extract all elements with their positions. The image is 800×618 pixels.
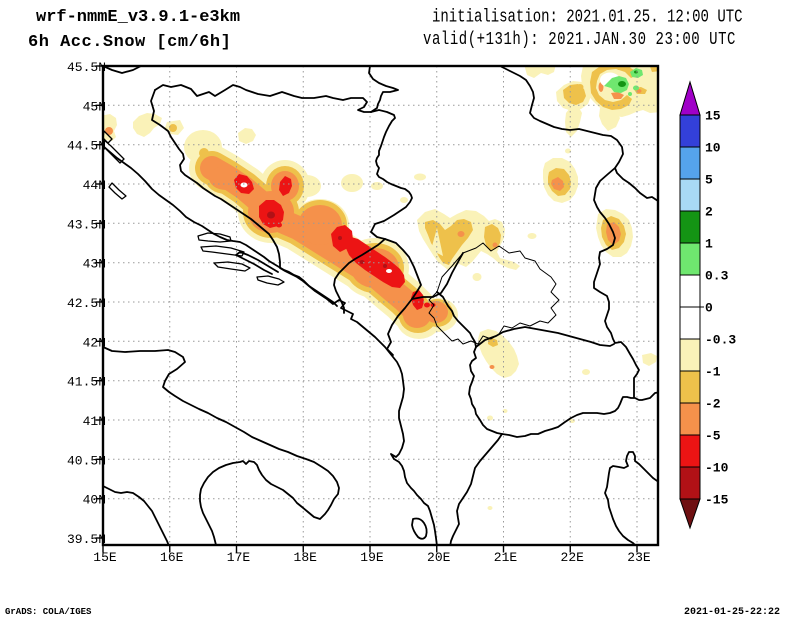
svg-text:2: 2 xyxy=(705,205,713,220)
svg-text:21E: 21E xyxy=(494,550,518,565)
svg-text:-1: -1 xyxy=(705,365,721,380)
svg-text:0: 0 xyxy=(705,301,713,316)
svg-text:23E: 23E xyxy=(627,550,651,565)
svg-text:6h Acc.Snow [cm/6h]: 6h Acc.Snow [cm/6h] xyxy=(28,33,231,52)
svg-text:GrADS: COLA/IGES: GrADS: COLA/IGES xyxy=(5,607,92,617)
svg-text:20E: 20E xyxy=(427,550,451,565)
svg-text:42.5N: 42.5N xyxy=(67,296,106,311)
svg-text:10: 10 xyxy=(705,141,721,156)
svg-text:40.5N: 40.5N xyxy=(67,453,106,468)
svg-text:44N: 44N xyxy=(83,178,106,193)
svg-text:-10: -10 xyxy=(705,461,729,476)
svg-text:wrf-nmmE_v3.9.1-e3km: wrf-nmmE_v3.9.1-e3km xyxy=(36,8,240,27)
svg-text:15E: 15E xyxy=(93,550,117,565)
svg-text:2021-01-25-22:22: 2021-01-25-22:22 xyxy=(684,607,780,618)
svg-text:15: 15 xyxy=(705,109,721,124)
svg-text:valid(+131h): 2021.JAN.30 23:0: valid(+131h): 2021.JAN.30 23:00 UTC xyxy=(423,28,736,49)
svg-text:19E: 19E xyxy=(360,550,384,565)
svg-text:initialisation: 2021.01.25. 1: initialisation: 2021.01.25. 12:00 UTC xyxy=(432,6,743,27)
svg-text:42N: 42N xyxy=(83,335,106,350)
svg-text:41N: 41N xyxy=(83,414,106,429)
svg-text:17E: 17E xyxy=(227,550,251,565)
svg-text:16E: 16E xyxy=(160,550,184,565)
svg-text:41.5N: 41.5N xyxy=(67,375,106,390)
svg-text:45N: 45N xyxy=(83,99,106,114)
svg-text:5: 5 xyxy=(705,173,713,188)
svg-text:0.3: 0.3 xyxy=(705,269,729,284)
svg-text:18E: 18E xyxy=(294,550,318,565)
svg-text:-0.3: -0.3 xyxy=(705,333,736,348)
svg-text:45.5N: 45.5N xyxy=(67,60,106,75)
svg-text:44.5N: 44.5N xyxy=(67,139,106,154)
svg-text:-2: -2 xyxy=(705,397,721,412)
svg-text:43N: 43N xyxy=(83,257,106,272)
svg-text:-15: -15 xyxy=(705,493,729,508)
svg-text:1: 1 xyxy=(705,237,713,252)
svg-text:22E: 22E xyxy=(561,550,585,565)
svg-text:40N: 40N xyxy=(83,493,106,508)
svg-text:43.5N: 43.5N xyxy=(67,217,106,232)
svg-text:-5: -5 xyxy=(705,429,721,444)
svg-text:39.5N: 39.5N xyxy=(67,532,106,547)
